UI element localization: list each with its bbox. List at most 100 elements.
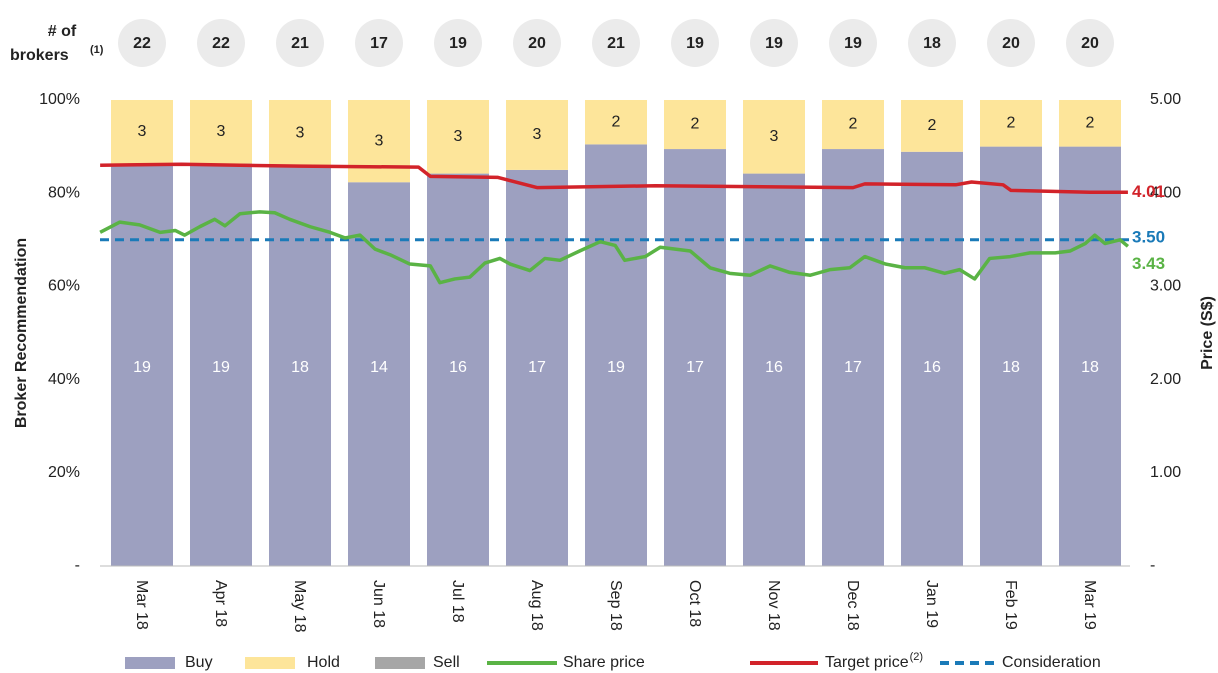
x-tick-label: Jun 18	[370, 580, 387, 628]
bar-segment	[348, 182, 410, 566]
x-tick-label: Feb 19	[1002, 580, 1019, 630]
x-tick-label: Jul 18	[449, 580, 466, 623]
broker-count-bubble	[987, 19, 1035, 67]
bar-label: 3	[296, 125, 305, 142]
legend-swatch	[125, 657, 175, 669]
broker-count: 19	[844, 35, 862, 52]
bar-segment	[585, 144, 647, 566]
bar-segment	[190, 163, 252, 566]
bar-label: 17	[528, 359, 546, 376]
bar-segment	[269, 166, 331, 567]
bar-label: 14	[370, 359, 388, 376]
y2-tick-label: 5.00	[1150, 91, 1181, 108]
bar-label: 18	[1002, 359, 1020, 376]
broker-count: 17	[370, 35, 388, 52]
broker-header-note: (1)	[90, 44, 104, 56]
price-line	[99, 210, 1130, 285]
legend-label: Share price	[563, 654, 645, 671]
broker-count: 18	[923, 35, 941, 52]
broker-count: 20	[1002, 35, 1020, 52]
broker-count-bubble	[908, 19, 956, 67]
x-tick-label: Mar 19	[1081, 580, 1098, 630]
y-tick-label: 60%	[48, 278, 80, 295]
reference-label: 3.50	[1132, 227, 1165, 246]
bar-segment	[980, 146, 1042, 566]
bar-segment	[427, 100, 489, 174]
x-tick-label: Jan 19	[923, 580, 940, 628]
y2-tick-label: -	[1150, 557, 1155, 574]
broker-count-bubble	[355, 19, 403, 67]
x-tick-label: Apr 18	[212, 580, 229, 627]
x-tick-label: Mar 18	[133, 580, 150, 630]
y2-tick-label: 1.00	[1150, 464, 1181, 481]
bar-segment	[1059, 100, 1121, 147]
bar-label: 3	[533, 126, 542, 143]
bar-segment	[111, 100, 173, 164]
bar-segment	[1059, 146, 1121, 566]
bar-label: 19	[607, 359, 625, 376]
bar-label: 2	[849, 116, 858, 133]
broker-count-bubble	[276, 19, 324, 67]
bar-segment	[664, 100, 726, 150]
bar-label: 18	[291, 359, 309, 376]
y2-axis-title: Price (S$)	[1199, 296, 1216, 370]
legend-label: Sell	[433, 654, 460, 671]
broker-count-bubble	[671, 19, 719, 67]
y2-tick-label: 3.00	[1150, 278, 1181, 295]
broker-count: 21	[291, 35, 309, 52]
bar-segment	[901, 100, 963, 152]
y-tick-label: 40%	[48, 371, 80, 388]
broker-header: brokers	[10, 47, 69, 64]
price-line	[100, 162, 1128, 195]
broker-count: 21	[607, 35, 625, 52]
broker-count-bubble	[829, 19, 877, 67]
broker-count-bubble	[1066, 19, 1114, 67]
x-tick-label: Nov 18	[765, 580, 782, 631]
y-tick-label: -	[75, 557, 80, 574]
broker-count: 19	[686, 35, 704, 52]
bar-segment	[743, 100, 805, 174]
y2-tick-label: 4.00	[1150, 184, 1181, 201]
bar-segment	[901, 151, 963, 566]
legend-label: Hold	[307, 654, 340, 671]
x-tick-label: Dec 18	[844, 580, 861, 631]
bar-label: 19	[133, 359, 151, 376]
bar-segment	[980, 100, 1042, 147]
broker-count-bubble	[750, 19, 798, 67]
bar-label: 3	[770, 128, 779, 145]
x-tick-label: Aug 18	[528, 580, 545, 631]
broker-count: 20	[1081, 35, 1099, 52]
bar-segment	[822, 149, 884, 567]
broker-count-bubble	[118, 19, 166, 67]
broker-count: 22	[212, 35, 230, 52]
bar-label: 16	[765, 359, 783, 376]
y-tick-label: 20%	[48, 464, 80, 481]
y-axis-title: Broker Recommendation	[13, 238, 30, 428]
bar-segment	[585, 100, 647, 145]
broker-count: 19	[449, 35, 467, 52]
broker-count-bubble	[197, 19, 245, 67]
legend-swatch	[375, 657, 425, 669]
bar-label: 17	[844, 359, 862, 376]
bar-label: 19	[212, 359, 230, 376]
bar-label: 16	[923, 359, 941, 376]
bar-label: 2	[612, 113, 621, 130]
legend-label: Buy	[185, 654, 213, 671]
legend-note: (2)	[910, 651, 923, 663]
broker-count-bubble	[513, 19, 561, 67]
broker-count: 20	[528, 35, 546, 52]
x-tick-label: Sep 18	[607, 580, 624, 631]
broker-count-bubble	[434, 19, 482, 67]
broker-count: 19	[765, 35, 783, 52]
x-tick-label: May 18	[291, 580, 308, 633]
y-tick-label: 80%	[48, 184, 80, 201]
bar-segment	[506, 100, 568, 170]
bar-segment	[822, 100, 884, 150]
bar-label: 2	[691, 116, 700, 133]
y-tick-label: 100%	[39, 91, 80, 108]
bar-label: 2	[1007, 115, 1016, 132]
bar-label: 2	[1086, 115, 1095, 132]
x-tick-label: Oct 18	[686, 580, 703, 627]
